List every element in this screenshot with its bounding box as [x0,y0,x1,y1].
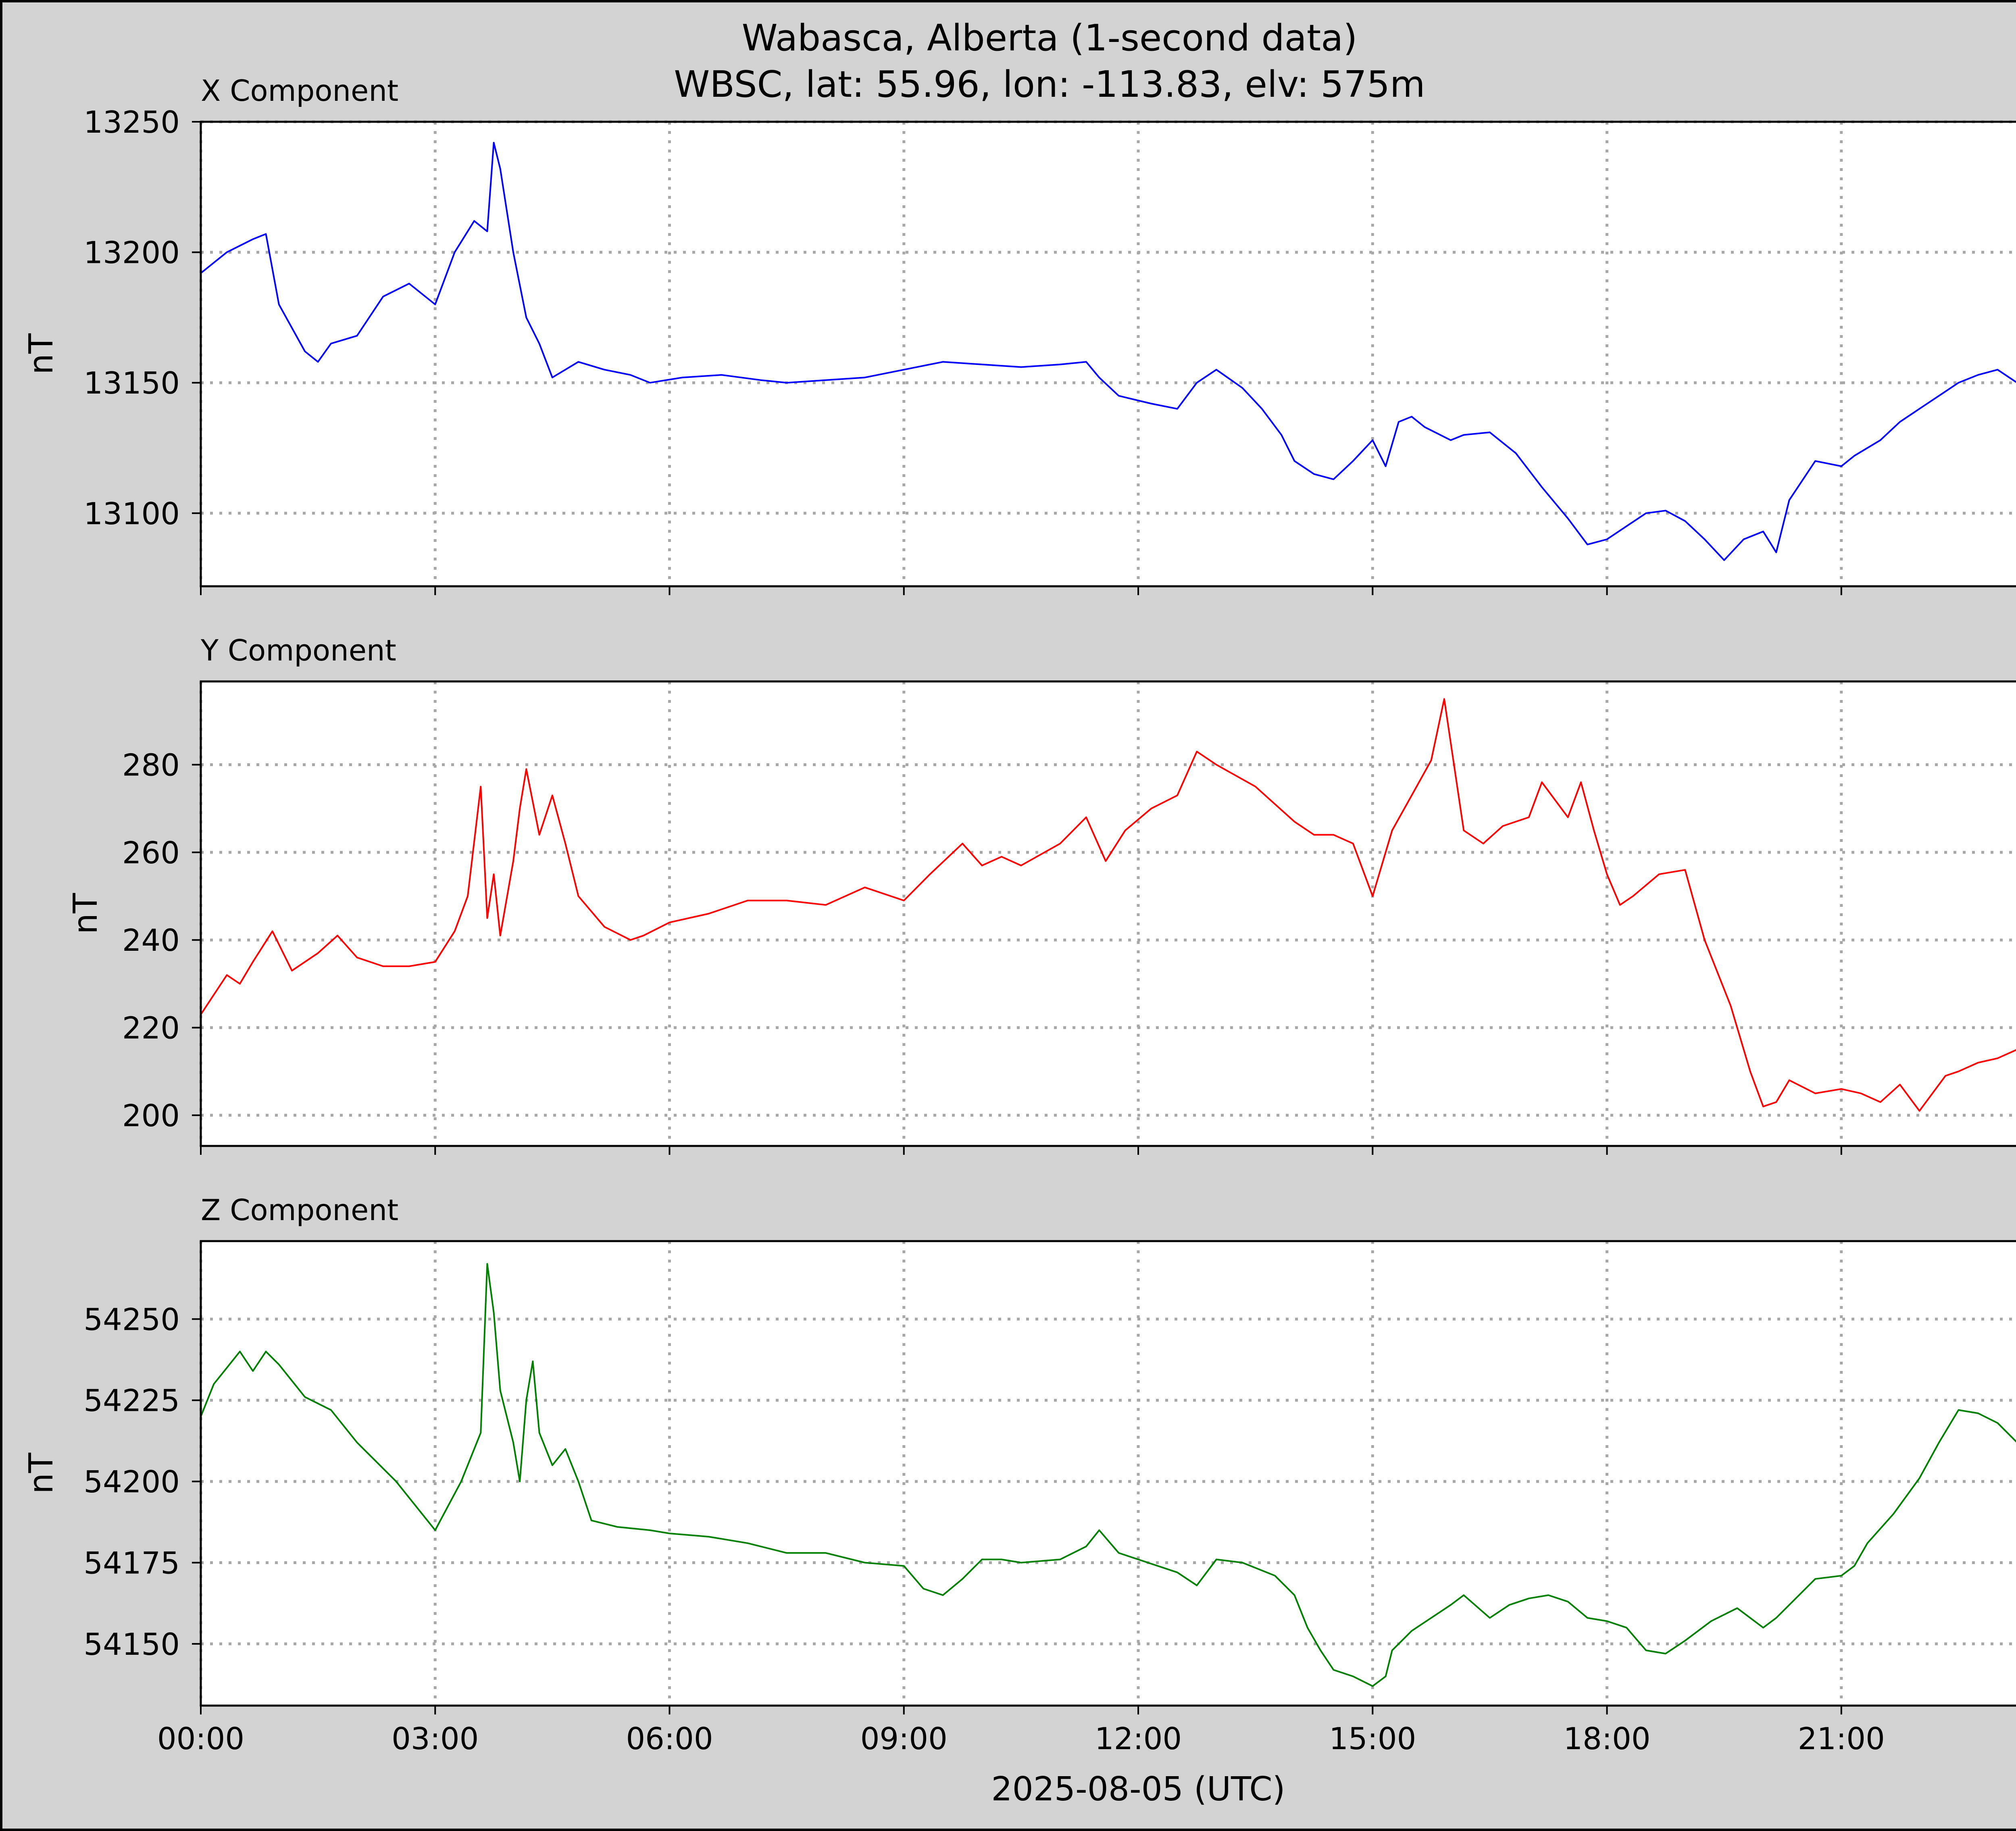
y-axis-label: nT [22,333,60,375]
y-tick-label: 240 [122,923,180,958]
plot-area [201,681,2016,1146]
panel-2: Y Component 200 220 240 260 280 nT [67,633,2016,1155]
series-line [200,698,2016,1112]
panel-title: Y Component [200,633,396,667]
y-tick-label: 200 [122,1098,180,1133]
x-tick-label: 15:00 [1329,1721,1416,1756]
y-tick-label: 54225 [83,1383,180,1419]
y-tick-label: 13200 [83,235,180,271]
figure-title-line2: WBSC, lat: 55.96, lon: -113.83, elv: 575… [674,63,1425,106]
y-tick-label: 220 [122,1010,180,1046]
y-tick-label: 260 [122,835,180,871]
y-tick-label: 13150 [83,365,180,401]
panel-title: X Component [201,74,398,108]
series-line [200,142,2016,561]
panel-title: Z Component [201,1193,398,1227]
plot-frame [200,121,2016,587]
x-tick-label: 00:00 [157,1721,244,1756]
plot-area [201,1241,2016,1706]
y-axis-label: nT [67,893,105,934]
y-tick-label: 13100 [83,496,180,531]
y-tick-label: 54250 [83,1302,180,1337]
panel-1: X Component 13100 13150 13200 13250 nT [22,74,2016,595]
x-tick-label: 18:00 [1563,1721,1650,1756]
y-tick-label: 54175 [83,1546,180,1581]
series-line [200,1263,2016,1687]
x-tick-label: 12:00 [1095,1721,1182,1756]
y-tick-label: 280 [122,747,180,783]
plot-frame [200,1240,2016,1707]
panel-3: Z Component 00:00 03:00 06:00 09:00 12:00 15:0… [22,1193,2016,1756]
x-tick-label: 21:00 [1798,1721,1885,1756]
figure-title-line1: Wabasca, Alberta (1-second data) [742,17,1358,59]
x-tick-label: 03:00 [392,1721,479,1756]
y-axis-label: nT [22,1452,60,1494]
y-tick-label: 54200 [83,1464,180,1500]
x-tick-label: 09:00 [860,1721,948,1756]
plot-frame [200,680,2016,1147]
x-axis-label: 2025-08-05 (UTC) [991,1770,1285,1808]
y-tick-label: 54150 [83,1627,180,1662]
y-tick-label: 13250 [83,104,180,140]
plot-area [201,122,2016,586]
x-tick-label: 06:00 [626,1721,713,1756]
